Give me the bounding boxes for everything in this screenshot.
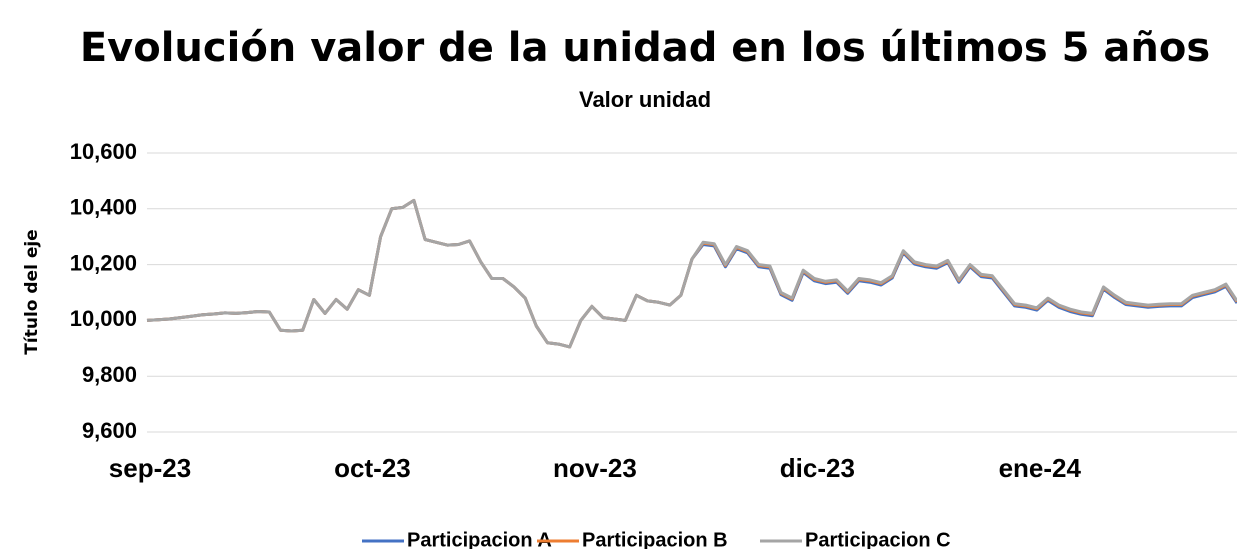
- y-tick-label: 9,800: [82, 362, 137, 387]
- x-tick-label: oct-23: [334, 453, 411, 483]
- y-tick-label: 9,600: [82, 418, 137, 443]
- x-tick-label: nov-23: [553, 453, 637, 483]
- series-line: [146, 198, 1237, 349]
- y-tick-label: 10,200: [70, 250, 137, 275]
- legend-label: Participacion C: [805, 529, 951, 549]
- y-tick-label: 10,400: [70, 195, 137, 220]
- chart-subtitle: Valor unidad: [579, 87, 711, 112]
- legend-label: Participacion B: [582, 529, 728, 549]
- x-tick-label: dic-23: [780, 453, 855, 483]
- x-tick-label: ene-24: [999, 453, 1082, 483]
- y-axis-title: Título del eje: [22, 229, 42, 354]
- y-tick-label: 10,600: [70, 139, 137, 164]
- chart-title: Evolución valor de la unidad en los últi…: [80, 25, 1210, 71]
- y-tick-label: 10,000: [70, 306, 137, 331]
- legend-label: Participacion A: [407, 529, 552, 549]
- series-line: [146, 198, 1237, 349]
- x-tick-label: sep-23: [109, 453, 191, 483]
- series-line: [146, 198, 1237, 349]
